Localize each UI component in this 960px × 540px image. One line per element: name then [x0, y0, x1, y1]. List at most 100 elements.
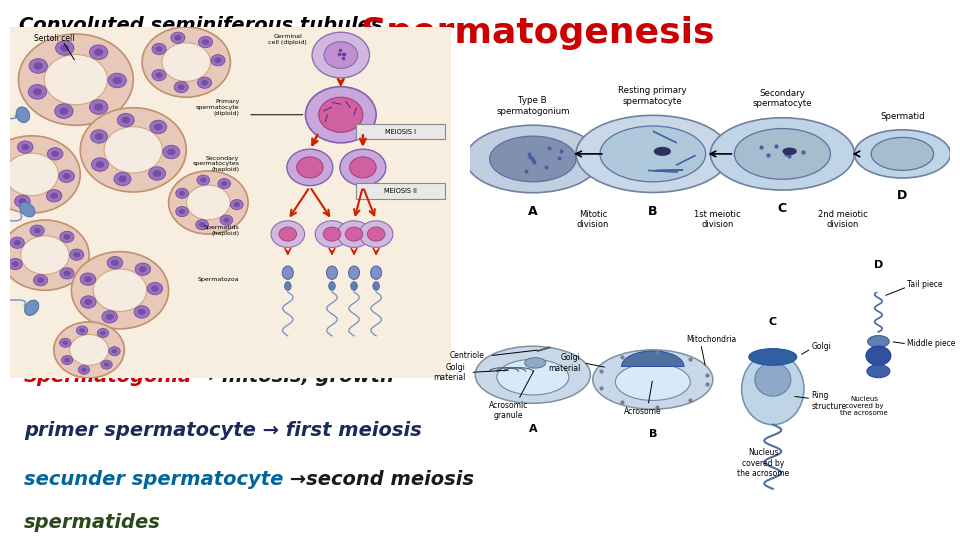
Circle shape — [734, 129, 830, 179]
Text: A: A — [528, 205, 538, 218]
Circle shape — [0, 183, 4, 189]
Text: B: B — [649, 429, 657, 439]
Circle shape — [91, 158, 108, 171]
Text: Germinal
cell (diploid): Germinal cell (diploid) — [269, 34, 307, 45]
Circle shape — [211, 55, 225, 66]
Circle shape — [111, 260, 119, 266]
Circle shape — [29, 59, 47, 73]
Circle shape — [108, 73, 127, 88]
Circle shape — [94, 103, 104, 111]
Circle shape — [84, 276, 92, 282]
Text: MEIOSIS II: MEIOSIS II — [384, 188, 417, 194]
Text: Acrosome: Acrosome — [624, 407, 662, 416]
Circle shape — [201, 80, 208, 85]
Circle shape — [102, 310, 117, 323]
Text: Acrosomic
granule: Acrosomic granule — [489, 401, 529, 420]
Circle shape — [324, 42, 357, 69]
Circle shape — [475, 346, 590, 403]
Circle shape — [34, 228, 40, 233]
FancyBboxPatch shape — [356, 183, 444, 199]
Circle shape — [271, 221, 304, 247]
Circle shape — [34, 62, 43, 70]
Text: spermatides: spermatides — [24, 513, 161, 532]
Text: Mitochondria: Mitochondria — [686, 335, 736, 344]
Circle shape — [346, 227, 363, 241]
Circle shape — [81, 296, 96, 308]
Text: Nucleus
covered by
the acrosome: Nucleus covered by the acrosome — [737, 448, 789, 478]
Circle shape — [871, 137, 933, 171]
Ellipse shape — [25, 300, 38, 315]
Circle shape — [8, 259, 22, 269]
Circle shape — [0, 136, 81, 213]
Circle shape — [62, 341, 68, 345]
Circle shape — [108, 256, 123, 269]
Circle shape — [37, 278, 44, 283]
Circle shape — [21, 236, 69, 274]
Circle shape — [34, 274, 48, 286]
Circle shape — [287, 149, 333, 186]
Circle shape — [315, 221, 348, 247]
Circle shape — [198, 77, 211, 89]
Circle shape — [200, 178, 206, 183]
Ellipse shape — [868, 335, 889, 347]
Text: Spermatogenesis: Spermatogenesis — [360, 16, 715, 50]
Circle shape — [93, 269, 147, 312]
Circle shape — [174, 82, 188, 93]
Circle shape — [5, 153, 59, 195]
Ellipse shape — [576, 116, 730, 192]
Text: B: B — [648, 205, 658, 218]
Circle shape — [117, 113, 134, 127]
Circle shape — [138, 309, 146, 315]
Circle shape — [1, 220, 89, 291]
Circle shape — [167, 148, 176, 156]
Text: Nucleus
covered by
the acrosome: Nucleus covered by the acrosome — [840, 396, 888, 416]
Circle shape — [101, 360, 112, 369]
Circle shape — [64, 358, 70, 362]
Circle shape — [218, 179, 230, 188]
Circle shape — [615, 363, 690, 401]
Text: 1st meiotic
division: 1st meiotic division — [694, 210, 741, 229]
Circle shape — [18, 34, 133, 125]
Circle shape — [79, 365, 89, 374]
Text: →second meiosis: →second meiosis — [283, 470, 474, 489]
Circle shape — [59, 170, 74, 183]
Circle shape — [21, 144, 29, 150]
Circle shape — [111, 349, 117, 354]
Circle shape — [199, 36, 212, 48]
Circle shape — [497, 359, 568, 395]
Text: Spermatids
(haploid): Spermatids (haploid) — [204, 225, 239, 236]
Ellipse shape — [741, 353, 804, 424]
Circle shape — [197, 175, 209, 185]
Text: Primary
spermatocyte
(diploid): Primary spermatocyte (diploid) — [196, 99, 239, 116]
Circle shape — [13, 240, 21, 246]
FancyBboxPatch shape — [356, 124, 444, 139]
Circle shape — [46, 190, 61, 202]
Circle shape — [80, 328, 84, 333]
Circle shape — [178, 84, 184, 90]
Text: Middle piece: Middle piece — [907, 339, 955, 348]
Ellipse shape — [866, 346, 891, 365]
Circle shape — [89, 45, 108, 59]
Text: Mitotic
division: Mitotic division — [577, 210, 609, 229]
Text: Convoluted seminiferous tubules: Convoluted seminiferous tubules — [19, 16, 383, 35]
Circle shape — [152, 70, 166, 81]
Ellipse shape — [19, 202, 35, 217]
Circle shape — [63, 271, 70, 276]
Circle shape — [12, 261, 19, 267]
Circle shape — [60, 338, 71, 347]
Circle shape — [171, 32, 185, 43]
Circle shape — [297, 157, 324, 178]
Circle shape — [176, 188, 188, 198]
Circle shape — [89, 100, 108, 114]
Text: Spermatozoa: Spermatozoa — [198, 277, 239, 282]
Text: Golgi
material: Golgi material — [433, 363, 466, 382]
Text: Tail piece: Tail piece — [907, 280, 943, 289]
Circle shape — [44, 55, 108, 105]
Circle shape — [149, 167, 166, 180]
Circle shape — [18, 198, 26, 204]
Circle shape — [56, 40, 74, 55]
Circle shape — [186, 185, 230, 220]
Circle shape — [147, 282, 162, 295]
Ellipse shape — [282, 266, 294, 279]
Ellipse shape — [350, 282, 357, 291]
